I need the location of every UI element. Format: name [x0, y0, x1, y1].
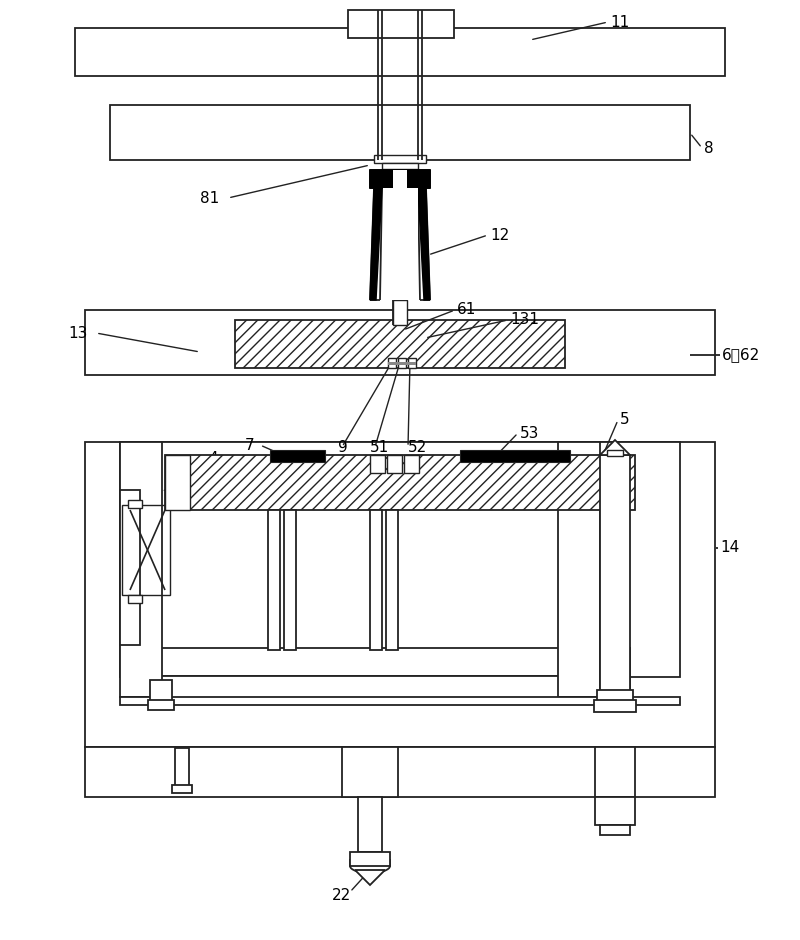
Bar — [150, 680, 172, 702]
Text: 22: 22 — [332, 887, 351, 902]
Bar — [85, 747, 715, 797]
Bar — [342, 747, 398, 797]
Bar — [120, 490, 140, 645]
Text: 6、62: 6、62 — [722, 348, 760, 363]
Bar — [348, 10, 454, 38]
Bar — [120, 697, 680, 705]
Bar — [388, 362, 416, 365]
Bar — [383, 188, 418, 300]
Bar — [122, 505, 170, 595]
Bar — [595, 797, 635, 825]
Bar — [594, 700, 636, 712]
Polygon shape — [370, 188, 382, 300]
Polygon shape — [355, 870, 385, 885]
Text: 61: 61 — [457, 303, 476, 318]
Bar — [370, 510, 382, 650]
Bar — [388, 358, 396, 368]
Text: 5: 5 — [620, 413, 630, 428]
Bar — [600, 455, 630, 705]
Bar — [120, 442, 162, 697]
Text: 12: 12 — [490, 227, 510, 243]
Bar — [370, 170, 430, 188]
Bar — [85, 310, 715, 375]
Bar — [607, 450, 623, 456]
Bar — [284, 510, 296, 650]
Text: 8: 8 — [704, 140, 714, 155]
Bar — [408, 358, 416, 368]
Text: 131: 131 — [510, 312, 539, 327]
Bar — [374, 155, 426, 163]
Bar — [128, 595, 142, 603]
Text: 51: 51 — [370, 440, 390, 455]
Text: 9: 9 — [338, 440, 348, 455]
Bar — [172, 785, 192, 793]
Bar — [268, 510, 280, 650]
Bar — [460, 450, 570, 462]
Bar — [398, 358, 406, 368]
Text: 81: 81 — [200, 191, 219, 206]
Bar — [270, 450, 325, 462]
Bar — [150, 648, 630, 676]
Text: 52: 52 — [408, 440, 427, 455]
Bar — [128, 500, 142, 508]
Bar — [595, 747, 635, 797]
Bar — [150, 676, 630, 698]
Bar — [558, 442, 600, 697]
Bar — [600, 825, 630, 835]
Bar — [165, 455, 635, 510]
Bar — [597, 690, 633, 702]
Bar — [85, 442, 715, 747]
Bar — [75, 28, 725, 76]
Bar — [404, 455, 419, 473]
Bar — [382, 163, 418, 169]
Bar — [386, 510, 398, 650]
Text: 4: 4 — [208, 450, 218, 465]
Bar — [393, 170, 407, 188]
Bar — [370, 455, 385, 473]
Bar — [387, 455, 402, 473]
Bar — [165, 455, 190, 510]
Polygon shape — [600, 440, 630, 455]
Bar — [235, 320, 565, 368]
Bar — [120, 442, 680, 677]
Text: 11: 11 — [610, 14, 630, 29]
Bar — [175, 748, 189, 786]
Text: 14: 14 — [720, 540, 739, 556]
Text: 顶棍: 顶棍 — [350, 761, 363, 771]
Text: 13: 13 — [68, 325, 87, 340]
Text: 7: 7 — [245, 437, 254, 452]
Bar — [110, 105, 690, 160]
Bar — [350, 852, 390, 866]
Text: 53: 53 — [520, 426, 539, 441]
Text: K10: K10 — [350, 773, 369, 783]
Bar — [358, 797, 382, 852]
Bar — [148, 700, 174, 710]
Polygon shape — [418, 188, 430, 300]
Bar — [393, 300, 407, 325]
